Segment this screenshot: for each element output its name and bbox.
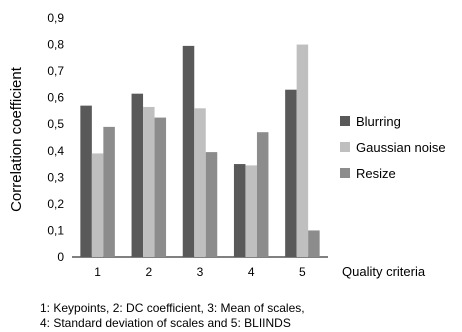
y-tick-label: 0,8 — [47, 38, 64, 52]
bar-gaussian-noise-4 — [245, 165, 257, 257]
bar-blurring-4 — [233, 164, 246, 257]
x-tick-label: 3 — [197, 265, 204, 279]
y-tick-label: 0 — [57, 250, 64, 264]
legend-swatch — [340, 142, 350, 152]
bar-chart: 0 0,1 0,2 0,3 0,4 0,5 0,6 0,7 0,8 0,9 1 2 3 4 5 Corre… — [8, 11, 446, 279]
y-axis-ticks: 0 0,1 0,2 0,3 0,4 0,5 0,6 0,7 0,8 0,9 — [47, 11, 64, 264]
y-tick-label: 0,4 — [47, 144, 64, 158]
bar-resize-1 — [103, 126, 115, 257]
y-tick-label: 0,1 — [47, 223, 64, 237]
bar-resize-5 — [308, 230, 320, 257]
bar-resize-4 — [256, 132, 269, 257]
legend-label: Blurring — [356, 114, 401, 129]
y-tick-label: 0,5 — [47, 117, 64, 131]
y-tick-label: 0,3 — [47, 170, 64, 184]
bar-gaussian-noise-3 — [194, 108, 206, 258]
caption-line-2: 4: Standard deviation of scales and 5: B… — [40, 316, 291, 330]
bar-blurring-2 — [131, 93, 144, 257]
bar-gaussian-noise-1 — [91, 153, 104, 257]
bar-blurring-1 — [80, 105, 92, 257]
x-tick-label: 4 — [248, 265, 255, 279]
legend: Blurring Gaussian noise Resize — [340, 114, 446, 181]
legend-label: Gaussian noise — [356, 140, 446, 155]
legend-label: Resize — [356, 166, 396, 181]
x-tick-label: 2 — [145, 265, 152, 279]
x-axis-ticks: 1 2 3 4 5 — [94, 265, 306, 279]
bar-gaussian-noise-2 — [143, 106, 155, 257]
x-tick-label: 1 — [94, 265, 101, 279]
x-axis-label: Quality criteria — [342, 264, 426, 279]
bar-blurring-3 — [182, 45, 195, 258]
bar-gaussian-noise-5 — [296, 44, 309, 257]
legend-swatch — [340, 116, 350, 126]
bar-resize-2 — [154, 117, 167, 257]
x-tick-label: 5 — [299, 265, 306, 279]
legend-swatch — [340, 168, 350, 178]
bars — [80, 44, 320, 258]
y-tick-label: 0,7 — [47, 64, 64, 78]
caption-line-1: 1: Keypoints, 2: DC coefficient, 3: Mean… — [40, 301, 305, 315]
bar-resize-3 — [205, 152, 218, 257]
y-tick-label: 0,9 — [47, 11, 64, 25]
y-tick-label: 0,2 — [47, 197, 64, 211]
bar-blurring-5 — [285, 89, 297, 257]
y-tick-label: 0,6 — [47, 91, 64, 105]
y-axis-label: Correlation coefficient — [8, 66, 25, 212]
